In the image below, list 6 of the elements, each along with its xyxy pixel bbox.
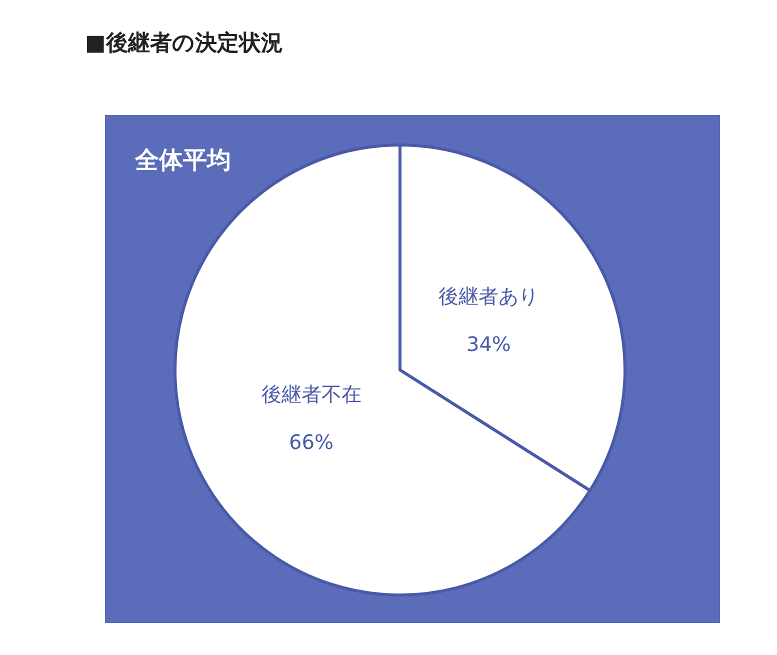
data-label: 66% (289, 430, 334, 454)
data-label: 34% (466, 332, 511, 356)
chart-subtitle: 全体平均 (134, 146, 231, 174)
chart-title: ■後継者の決定状況 (85, 30, 283, 56)
slice-label: 後継者あり (438, 284, 539, 308)
slice-label: 後継者不在 (261, 382, 362, 406)
